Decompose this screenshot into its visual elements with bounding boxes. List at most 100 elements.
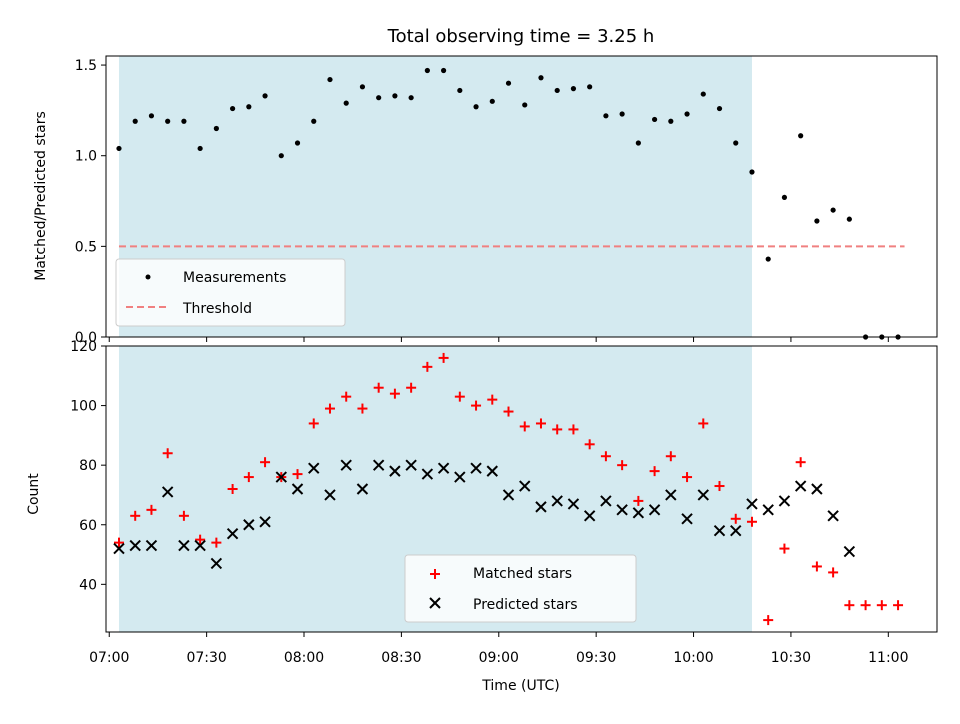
x-tick-label: 10:30 [771,650,811,666]
measurement-point [814,218,820,224]
predicted-star-point [567,498,580,510]
predicted-star-point [470,462,482,474]
chart-title: Total observing time = 3.25 h [387,26,655,47]
measurement-point [538,75,544,81]
y-tick-label: 0.5 [75,239,97,255]
x-tick-label: 08:30 [381,650,421,666]
measurement-point [376,95,382,101]
measurement-point [505,80,512,86]
matched-star-point [422,361,433,372]
matched-star-point [406,382,417,393]
measurement-point [570,86,577,92]
matched-star-point [211,537,222,548]
measurement-point [457,87,463,94]
measurement-point [132,118,138,124]
measurement-point [830,207,836,213]
matched-star-point [130,510,141,521]
predicted-star-point [113,542,125,555]
predicted-star-point [243,519,255,531]
matched-star-point [665,451,676,462]
matched-star-point [730,513,741,524]
predicted-star-point [827,510,839,522]
matched-star-point [617,460,628,471]
matched-star-point [714,481,725,492]
y-tick-label: 60 [79,518,97,534]
legend-threshold-label: Threshold [182,301,252,317]
measurement-point [619,111,625,117]
predicted-star-point [502,489,515,501]
predicted-star-point [648,504,661,516]
bottom-y-axis-label: Count [26,473,42,515]
matched-star-point [341,391,352,402]
measurement-point [343,100,349,106]
y-tick-label: 100 [70,399,97,415]
predicted-star-point [681,513,693,525]
predicted-star-point [324,489,336,501]
legend-matched-marker [430,569,440,579]
predicted-star-point [356,483,369,495]
measurement-point [278,153,284,159]
x-tick-label: 11:00 [868,650,908,666]
predicted-star-point [291,483,304,495]
predicted-star-point [259,516,271,528]
matched-star-point [373,382,384,393]
predicted-star-point [600,495,612,507]
matched-star-point [779,543,790,554]
y-tick-label: 1.5 [75,58,97,74]
matched-star-point [146,504,157,515]
measurement-point [213,125,219,132]
measurement-point [246,104,252,110]
measurement-point [327,76,333,83]
predicted-star-point [794,480,807,492]
bottom-legend: Matched stars Predicted stars [404,554,637,623]
matched-star-point [649,466,660,477]
matched-star-point [519,421,530,432]
matched-star-point [324,403,335,414]
matched-star-point [178,510,189,521]
measurement-point [733,140,739,146]
matched-star-point [763,615,774,626]
measurement-point [408,95,414,101]
predicted-star-point [308,462,320,474]
top-y-axis-label: Matched/Predicted stars [33,111,49,281]
predicted-star-point [665,489,677,501]
measurement-point [181,118,187,124]
predicted-star-point [161,486,174,498]
predicted-star-point [616,504,628,516]
legend-matched-label: Matched stars [473,566,572,582]
measurement-point [489,98,495,104]
measurement-point [311,118,317,124]
matched-star-point [795,457,806,468]
legend-measurements-marker [145,274,151,280]
matched-star-point [292,469,303,480]
matched-star-point [243,472,254,483]
predicted-star-point [226,527,239,540]
x-tick-label: 08:00 [284,650,324,666]
legend-predicted-label: Predicted stars [473,597,578,613]
measurement-point [197,145,203,152]
measurement-point [473,104,479,110]
measurement-point [765,256,771,262]
matched-star-point [454,391,465,402]
predicted-star-point [843,545,856,558]
legend-predicted-marker [429,597,441,609]
measurement-point [116,145,122,152]
predicted-star-point [275,471,287,483]
predicted-star-point [372,459,385,471]
predicted-star-point [340,459,352,471]
star-count-points [113,352,904,626]
measurement-point [749,169,755,175]
matched-star-point [162,448,173,459]
measurement-point [229,105,236,112]
y-tick-label: 0.0 [75,330,97,346]
y-tick-label: 120 [70,339,97,355]
matched-star-point [552,424,563,435]
measurement-point [635,140,641,146]
measurement-point [522,102,528,108]
measurement-point [716,105,723,112]
bottom-y-ticks: 40 60 80 100 120 [70,339,106,593]
predicted-star-point [519,480,531,492]
matched-star-point [633,495,644,506]
matched-star-point [682,472,693,483]
predicted-star-point [210,557,223,570]
